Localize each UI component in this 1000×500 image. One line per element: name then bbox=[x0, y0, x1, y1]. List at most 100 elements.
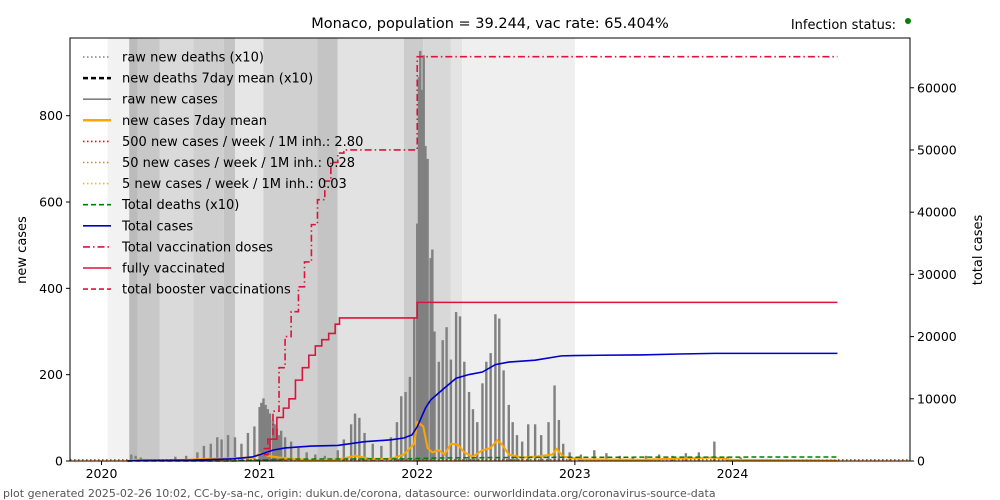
raw-new-cases-bar bbox=[684, 453, 688, 461]
raw-new-cases-bar bbox=[266, 409, 269, 461]
raw-new-cases-bar bbox=[424, 145, 427, 462]
raw-new-cases-bar bbox=[515, 435, 519, 461]
y-axis-right: 0 10000 20000 30000 40000 50000 60000 bbox=[910, 80, 957, 469]
y-axis-left-label: new cases bbox=[15, 216, 30, 284]
raw-new-cases-bar bbox=[413, 318, 416, 461]
y-left-tick-label: 0 bbox=[55, 454, 63, 469]
background-band bbox=[337, 38, 404, 461]
raw-new-cases-bar bbox=[258, 407, 261, 461]
background-band bbox=[450, 38, 463, 461]
background-band bbox=[317, 38, 338, 461]
raw-new-cases-bar bbox=[431, 249, 434, 461]
raw-new-cases-bar bbox=[463, 361, 466, 461]
legend-label: 5 new cases / week / 1M inh.: 0.03 bbox=[122, 177, 347, 192]
legend-label: Total cases bbox=[121, 219, 193, 234]
raw-new-cases-bar bbox=[533, 424, 537, 461]
legend: raw new deaths (x10) new deaths 7day mean… bbox=[83, 51, 363, 298]
raw-new-cases-bar bbox=[174, 456, 177, 461]
raw-new-cases-bar bbox=[502, 370, 505, 461]
raw-new-cases-bar bbox=[226, 435, 230, 461]
raw-new-cases-bar bbox=[644, 455, 648, 461]
raw-new-cases-bar bbox=[471, 409, 475, 461]
raw-new-cases-bar bbox=[553, 385, 556, 461]
y-left-tick-label: 800 bbox=[39, 108, 63, 123]
fully-vaccinated-line bbox=[263, 301, 838, 450]
raw-new-cases-bar bbox=[349, 424, 353, 461]
y-left-tick-label: 400 bbox=[39, 281, 63, 296]
raw-new-cases-bar bbox=[445, 327, 448, 461]
raw-new-cases-bar bbox=[404, 391, 407, 461]
raw-new-cases-bar bbox=[273, 424, 276, 461]
raw-new-cases-bar bbox=[420, 89, 424, 461]
legend-label: new cases 7day mean bbox=[122, 114, 267, 129]
y-right-tick-label: 10000 bbox=[917, 391, 957, 406]
footer-text: plot generated 2025-02-26 10:02, CC-by-s… bbox=[3, 487, 716, 500]
legend-label: new deaths 7day mean (x10) bbox=[122, 72, 313, 87]
raw-new-cases-bar bbox=[336, 450, 339, 461]
raw-new-cases-bar bbox=[458, 316, 462, 461]
raw-new-cases-bar bbox=[454, 312, 458, 461]
raw-new-cases-bar bbox=[246, 432, 250, 461]
x-axis: 2020 2021 2022 2023 2024 bbox=[86, 461, 749, 481]
x-tick-label: 2020 bbox=[86, 466, 118, 481]
legend-label: raw new deaths (x10) bbox=[122, 51, 264, 66]
infection-status-dot bbox=[905, 18, 911, 24]
raw-new-cases-bar bbox=[400, 396, 403, 461]
y-right-tick-label: 20000 bbox=[917, 329, 957, 344]
raw-new-cases-bar bbox=[494, 314, 497, 461]
raw-new-cases-bar bbox=[557, 419, 561, 461]
raw-new-cases-bar bbox=[489, 353, 492, 461]
raw-new-cases-bar bbox=[419, 50, 422, 462]
background-band bbox=[223, 38, 235, 461]
background-band bbox=[137, 38, 160, 461]
x-tick-label: 2022 bbox=[401, 466, 433, 481]
legend-label: 500 new cases / week / 1M inh.: 2.80 bbox=[122, 135, 363, 150]
y-right-tick-label: 0 bbox=[917, 454, 925, 469]
raw-new-cases-bar bbox=[437, 361, 441, 461]
raw-new-cases-bars bbox=[130, 50, 834, 462]
raw-new-cases-bar bbox=[426, 158, 429, 461]
background-band bbox=[159, 38, 194, 461]
raw-new-cases-bar bbox=[196, 452, 199, 461]
legend-label: 50 new cases / week / 1M inh.: 0.28 bbox=[122, 156, 355, 171]
raw-new-cases-bar bbox=[547, 422, 550, 461]
raw-new-cases-bar bbox=[283, 437, 287, 461]
raw-new-cases-bar bbox=[297, 448, 300, 461]
x-tick-label: 2024 bbox=[717, 466, 749, 481]
raw-new-cases-bar bbox=[485, 361, 488, 461]
raw-new-cases-bar bbox=[130, 454, 133, 461]
y-left-tick-label: 600 bbox=[39, 195, 63, 210]
raw-new-cases-bar bbox=[527, 424, 530, 461]
total-vaccination-doses-line bbox=[263, 55, 838, 456]
background-band bbox=[107, 38, 130, 461]
legend-label: fully vaccinated bbox=[122, 262, 225, 277]
raw-new-cases-bar bbox=[134, 455, 137, 461]
raw-new-cases-bar bbox=[408, 376, 412, 461]
raw-new-cases-bar bbox=[260, 402, 263, 461]
raw-new-cases-bar bbox=[268, 413, 272, 461]
raw-new-cases-bar bbox=[275, 428, 279, 461]
infection-status-label: Infection status: bbox=[791, 18, 896, 33]
y-axis-left: 0 200 400 600 800 bbox=[39, 108, 70, 469]
raw-new-cases-bar bbox=[271, 419, 275, 461]
raw-new-cases-bar bbox=[449, 359, 453, 461]
raw-new-cases-bar bbox=[264, 404, 267, 461]
chart-title: Monaco, population = 39.244, vac rate: 6… bbox=[311, 16, 669, 32]
legend-label: raw new cases bbox=[122, 93, 218, 108]
raw-new-cases-bar bbox=[363, 432, 366, 461]
raw-new-cases-bar bbox=[511, 422, 514, 461]
raw-new-cases-bar bbox=[416, 223, 419, 461]
raw-new-cases-bar bbox=[605, 453, 608, 461]
raw-new-cases-bar bbox=[476, 422, 479, 461]
raw-new-cases-bar bbox=[429, 258, 432, 461]
y-right-tick-label: 40000 bbox=[917, 205, 957, 220]
background-band bbox=[234, 38, 264, 461]
legend-label: total booster vaccinations bbox=[122, 283, 291, 298]
y-right-tick-label: 30000 bbox=[917, 267, 957, 282]
y-right-tick-label: 60000 bbox=[917, 80, 957, 95]
raw-new-cases-bar bbox=[593, 450, 596, 461]
raw-new-cases-bar bbox=[441, 340, 444, 461]
raw-new-cases-bar bbox=[314, 454, 317, 461]
raw-new-cases-bar bbox=[202, 445, 206, 461]
raw-new-cases-bar bbox=[184, 455, 188, 461]
